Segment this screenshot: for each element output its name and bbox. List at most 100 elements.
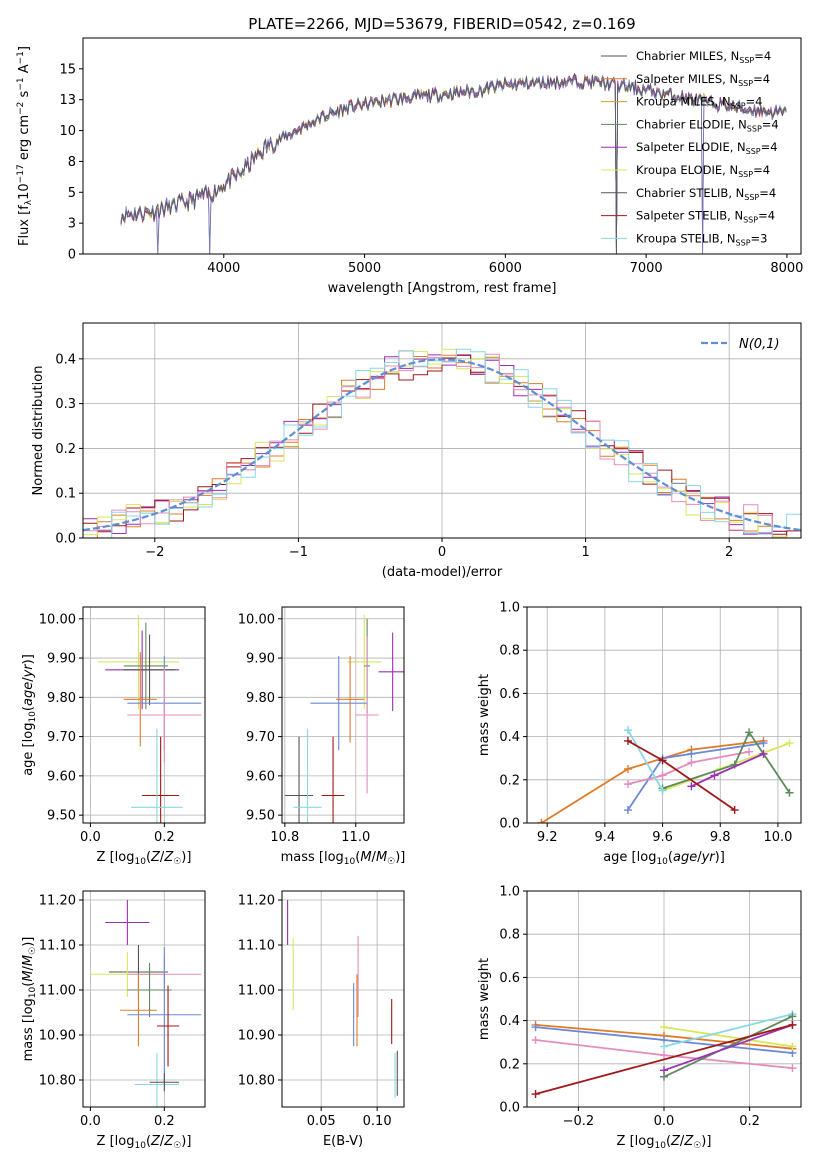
y-tick-label: 15 [59,62,76,77]
y-axis-label-part: Flux [f [17,205,32,246]
y-axis-label-part: ( [21,982,36,987]
y-axis-label-part: s [17,90,32,101]
y-axis-label-part: )] [21,654,36,664]
y-tick-label: 9.60 [47,769,76,784]
y-tick-label: 0.6 [499,687,520,702]
legend-label-sub: SSP [731,102,746,111]
y-axis-label-part: −1 [16,51,26,64]
age_vs_Z-frame [82,606,206,824]
y-tick-label: 0.8 [499,928,520,943]
y-axis-label-part: −17 [16,164,26,183]
y-tick-label: 0.2 [499,773,520,788]
weight-marker [710,771,719,780]
mass_vs_ebv-plot-area [287,900,398,1098]
y-tick-label: 10.80 [39,1074,76,1089]
legend-label-sub: SSP [739,56,754,65]
y-axis-label-part: erg cm [17,115,32,164]
x-axis-label-part: ☉ [387,857,395,867]
x-tick-label: 9.6 [652,830,673,845]
y-tick-label: 0.4 [499,1014,520,1029]
y-tick-label: 10.80 [238,1074,275,1089]
weight-marker [658,756,667,765]
legend-label: Kroupa STELIB, NSSP=3 [636,231,767,247]
y-tick-label: 13 [59,93,76,108]
x-axis-label: E(B-V) [323,1134,363,1149]
legend-label-tail: =4 [746,95,763,109]
y-axis-label-part: λ [24,199,34,205]
x-axis-label-part: )] [701,1134,711,1149]
y-axis-label-part: mass weight [477,958,492,1040]
x-axis-label-part: Z [log [617,1134,655,1149]
y-tick-label: 0.4 [55,352,76,367]
x-axis-label-part: 10 [134,857,146,867]
weight-marker [660,1023,668,1032]
y-axis-label-part: mass [log [21,998,36,1061]
x-tick-label: 5000 [348,261,381,276]
legend-label-text: Salpeter STELIB, N [636,209,743,223]
y-axis-label-part: A [17,64,32,77]
x-axis-label: Z [log10(Z/Z☉)] [617,1134,712,1151]
weight_vs_Z-panel: −0.2 0.0 0.20.00.20.40.60.81.0Z [log10(Z/Z… [477,885,802,1151]
x-axis-label-part: / [680,1134,685,1149]
x-tick-label: 7000 [630,261,663,276]
weight-marker [660,1042,668,1051]
y-tick-label: 11.20 [39,894,76,909]
y-tick-label: 10.00 [238,612,275,627]
y-tick-label: 9.80 [246,691,275,706]
weight-marker [785,788,794,797]
x-axis-label-part: )] [181,1134,191,1149]
figure-title: PLATE=2266, MJD=53679, FIBERID=0542, z=0… [248,15,635,33]
y-tick-label: 0.0 [55,532,76,547]
x-axis-label: age [log10(age/yr)] [603,850,725,867]
x-tick-label: 11.0 [341,830,370,845]
x-axis-label-part: ( [146,1134,151,1149]
legend-label-text: Chabrier ELODIE, N [636,117,747,131]
x-tick-label: −1 [289,545,308,560]
x-tick-label: 6000 [489,261,522,276]
weight-series-salpeter_elodie [691,753,764,788]
y-tick-label: 0.8 [499,644,520,659]
x-axis-label-part: age [673,850,697,865]
weight-marker [623,736,632,745]
histogram-series-kroupa_stelib [83,348,801,538]
normal-curve [83,358,801,532]
y-axis-label-part: ] [17,46,32,51]
x-axis-label-part: age [log [603,850,656,865]
x-tick-label: 9.8 [710,830,731,845]
y-tick-label: 8 [68,155,76,170]
legend-label-text: Salpeter ELODIE, N [636,140,746,154]
y-tick-label: 0.4 [499,730,520,745]
y-axis-label-part: −2 [16,102,26,115]
legend-label-sub: SSP [747,124,762,133]
legend-label-tail: =4 [753,163,770,177]
x-axis-label-part: ( [668,850,673,865]
x-axis-label-part: Z [150,1134,161,1149]
y-tick-label: 11.10 [39,939,76,954]
y-axis-label-part: Normed distribution [31,366,46,496]
y-tick-label: 10 [59,124,76,139]
legend-label-text: Kroupa MILES, N [636,95,731,109]
legend-label-text: Chabrier MILES, N [636,49,739,63]
x-axis-label-part: mass [log [281,850,344,865]
y-tick-label: 10.90 [238,1029,275,1044]
x-axis-label-part: Z [log [97,1134,135,1149]
weight-series-kroupa_stelib [627,729,664,792]
y-axis-label-part: / [21,677,36,682]
x-tick-label: 0.05 [307,1114,336,1129]
legend-label-tail: =4 [762,117,779,131]
weight-marker [687,782,696,791]
y-tick-label: 1.0 [499,601,520,616]
age_vs_Z-plot-area [97,614,202,823]
weight-marker [623,726,632,735]
x-tick-label: −2 [145,545,164,560]
weight-series-salpeter_miles [540,740,764,823]
spectrum-panel: 4000 5000 6000 7000 8000 0 3 5 8 10 13 15 wavelength… [16,37,803,296]
x-tick-label: 8000 [770,261,803,276]
legend-label-sub: SSP [746,147,761,156]
y-tick-label: 9.70 [246,730,275,745]
y-tick-label: 11.00 [238,984,275,999]
x-axis-label-part: (data-model)/error [382,565,503,580]
